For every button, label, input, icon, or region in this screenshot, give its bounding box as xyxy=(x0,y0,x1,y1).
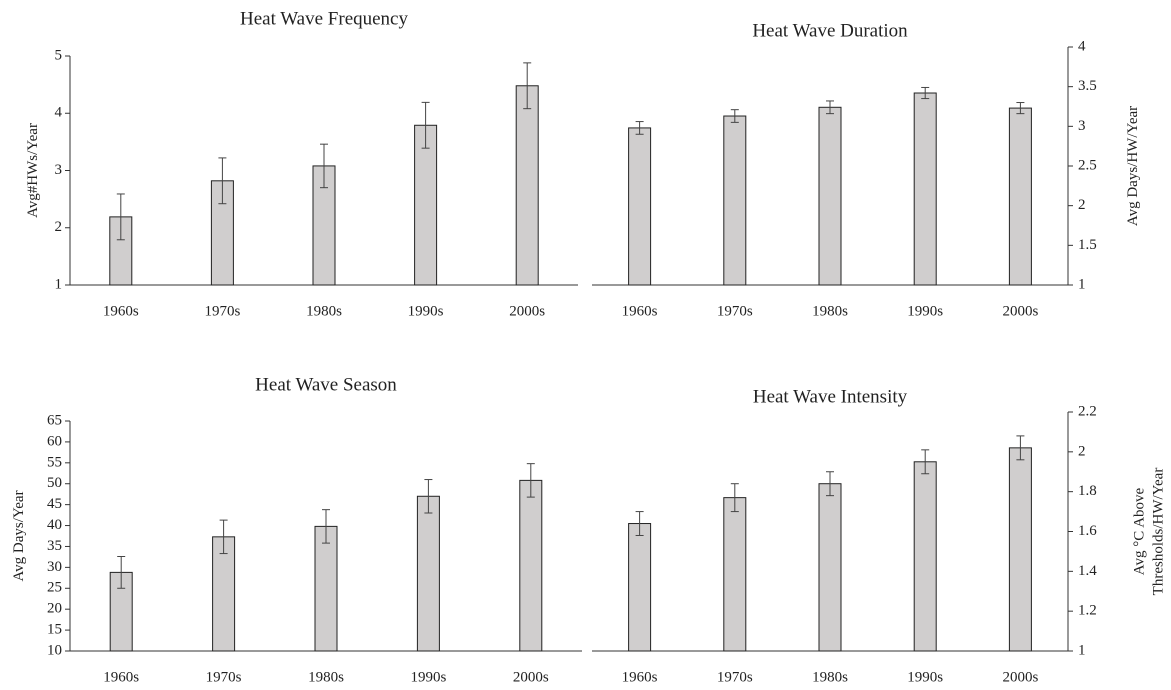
x-tick-label: 2000s xyxy=(513,669,549,685)
bar xyxy=(1008,447,1032,652)
y-axis-label: Avg#HWs/Year xyxy=(25,123,41,218)
bar xyxy=(913,461,937,652)
y-tick-label: 3 xyxy=(55,162,63,178)
y-tick-label: 1.4 xyxy=(1078,563,1097,579)
y-tick-label: 1 xyxy=(55,276,63,292)
y-axis-label-line: Avg#HWs/Year xyxy=(25,123,41,218)
x-tick-label: 2000s xyxy=(509,303,545,319)
chart-title: Heat Wave Frequency xyxy=(240,8,408,29)
x-tick-label: 1990s xyxy=(907,303,943,319)
y-tick-label: 1.2 xyxy=(1078,603,1097,619)
x-tick-label: 1960s xyxy=(622,669,658,685)
x-tick-label: 1980s xyxy=(812,669,848,685)
y-tick-label: 2 xyxy=(1078,443,1086,459)
chart-panel: Heat Wave Duration 1 1.5 2 2.5 3 3.5 4 Avg Days/… xyxy=(592,20,1141,319)
y-tick-label: 3 xyxy=(1078,118,1086,134)
y-tick-label: 5 xyxy=(55,47,63,63)
x-tick-label: 1990s xyxy=(408,303,444,319)
y-tick-label: 10 xyxy=(47,642,62,658)
x-tick-label: 1980s xyxy=(306,303,342,319)
chart-title: Heat Wave Intensity xyxy=(753,386,908,407)
y-axis-label: Avg Days/Year xyxy=(11,490,27,581)
x-tick-label: 1980s xyxy=(308,669,344,685)
y-tick-label: 1 xyxy=(1078,276,1086,292)
x-tick-label: 1970s xyxy=(717,303,753,319)
x-tick-label: 1990s xyxy=(410,669,446,685)
bar xyxy=(416,495,440,652)
y-tick-label: 2.2 xyxy=(1078,403,1097,419)
y-tick-label: 2.5 xyxy=(1078,157,1097,173)
y-tick-label: 45 xyxy=(47,496,62,512)
y-tick-label: 4 xyxy=(55,105,63,121)
bar xyxy=(414,124,438,286)
x-tick-label: 1970s xyxy=(206,669,242,685)
bar xyxy=(818,483,842,652)
y-axis-label-line: Avg °C Above xyxy=(1132,487,1148,575)
y-axis-label: Avg °C Above Thresholds/HW/Year xyxy=(1132,468,1167,596)
x-tick-label: 1960s xyxy=(103,669,139,685)
y-tick-label: 2 xyxy=(55,219,63,235)
x-tick-label: 2000s xyxy=(1002,669,1038,685)
y-tick-label: 30 xyxy=(47,559,62,575)
y-axis-label-line: Avg Days/HW/Year xyxy=(1125,106,1141,226)
x-tick-label: 1990s xyxy=(907,669,943,685)
bar xyxy=(723,115,747,286)
x-tick-label: 1970s xyxy=(717,669,753,685)
x-tick-label: 1960s xyxy=(103,303,139,319)
bar xyxy=(314,525,338,652)
y-tick-label: 35 xyxy=(47,538,62,554)
y-tick-label: 1.6 xyxy=(1078,523,1097,539)
bar xyxy=(818,106,842,286)
y-tick-label: 65 xyxy=(47,412,62,428)
y-tick-label: 25 xyxy=(47,580,62,596)
x-tick-label: 1980s xyxy=(812,303,848,319)
bar xyxy=(519,479,543,652)
y-tick-label: 15 xyxy=(47,622,62,638)
y-tick-label: 4 xyxy=(1078,38,1086,54)
y-axis-label: Avg Days/HW/Year xyxy=(1125,106,1141,226)
bar xyxy=(723,497,747,652)
y-tick-label: 60 xyxy=(47,433,62,449)
bar xyxy=(515,85,539,286)
y-tick-label: 55 xyxy=(47,454,62,470)
y-tick-label: 2 xyxy=(1078,197,1086,213)
x-tick-label: 1970s xyxy=(204,303,240,319)
chart-panel: Heat Wave Frequency 1 2 3 4 5 Avg#HWs/Year 1960… xyxy=(25,8,578,319)
bar xyxy=(1008,107,1032,286)
y-axis-label-line: Thresholds/HW/Year xyxy=(1151,468,1167,596)
y-tick-label: 20 xyxy=(47,601,62,617)
chart-title: Heat Wave Season xyxy=(255,374,397,395)
y-tick-label: 1.8 xyxy=(1078,483,1097,499)
bar xyxy=(628,523,652,652)
x-tick-label: 2000s xyxy=(1002,303,1038,319)
chart-panel: Heat Wave Season 10 15 20 25 30 35 40 45 50 55 60 65… xyxy=(11,374,582,685)
y-tick-label: 1 xyxy=(1078,642,1086,658)
bar xyxy=(913,92,937,286)
y-tick-label: 3.5 xyxy=(1078,78,1097,94)
y-tick-label: 1.5 xyxy=(1078,237,1097,253)
y-tick-label: 50 xyxy=(47,475,62,491)
bar xyxy=(628,127,652,286)
y-tick-label: 40 xyxy=(47,517,62,533)
x-tick-label: 1960s xyxy=(622,303,658,319)
chart-panel: Heat Wave Intensity 1 1.2 1.4 1.6 1.8 2 2.2 Avg … xyxy=(592,386,1167,685)
chart-title: Heat Wave Duration xyxy=(752,20,908,41)
y-axis-label-line: Avg Days/Year xyxy=(11,490,27,581)
